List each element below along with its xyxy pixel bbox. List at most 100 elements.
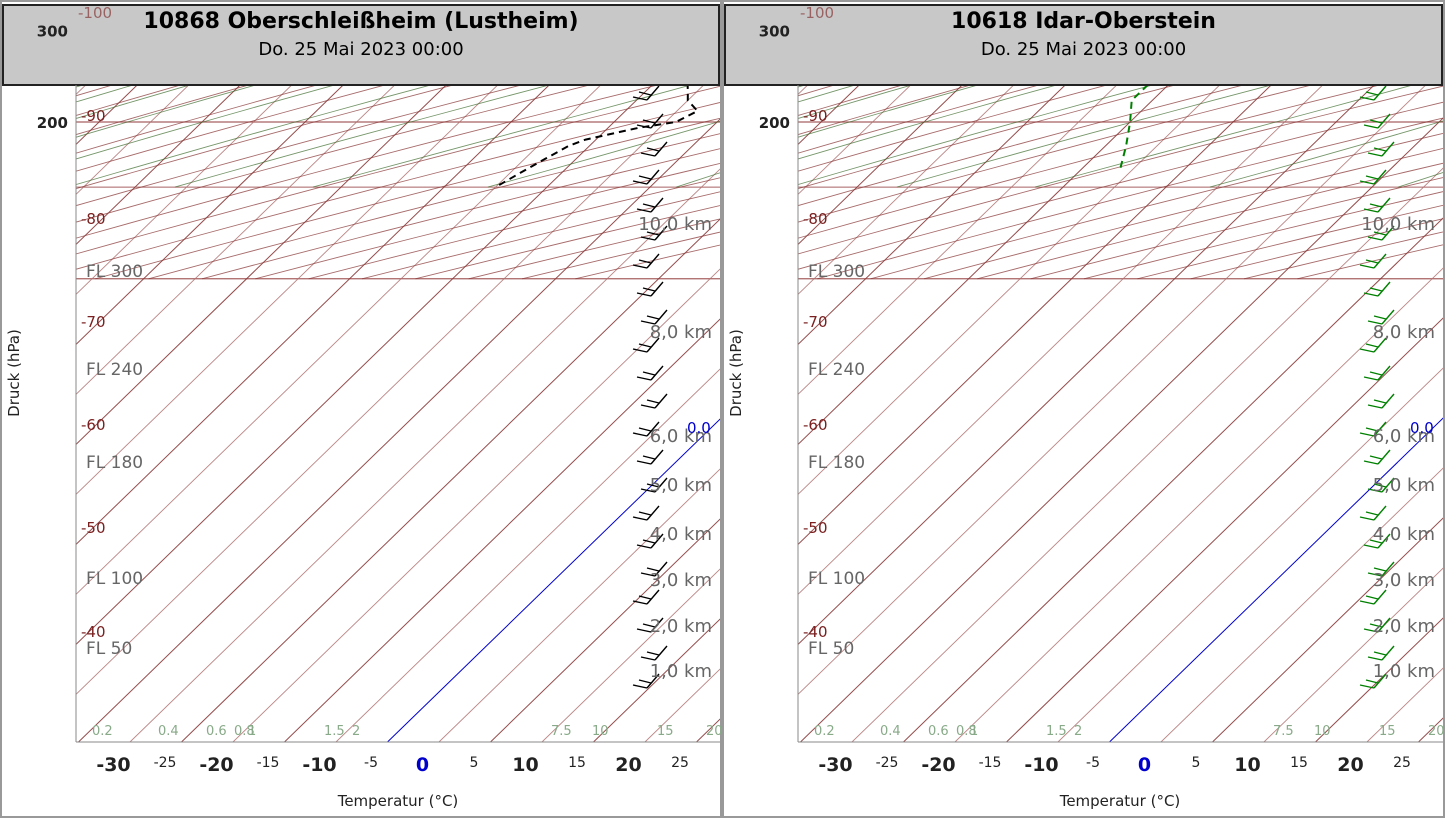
temperature-tick-label: -30 xyxy=(96,754,130,776)
wind-barb-flag xyxy=(1365,343,1379,348)
wind-barb-flag xyxy=(1359,684,1375,689)
wind-barb-staff xyxy=(1373,253,1387,269)
height-label: 3,0 km xyxy=(650,570,712,591)
height-label: 8,0 km xyxy=(650,322,712,343)
isotherm-label: -90 xyxy=(803,107,828,125)
mixing-ratio-label: 10 xyxy=(1314,724,1331,739)
wind-barb-staff xyxy=(1381,225,1395,241)
wind-barb-flag xyxy=(640,152,656,157)
wind-barb-flag xyxy=(632,264,648,269)
wind-barb-flag xyxy=(638,511,652,516)
isotherm-line xyxy=(798,85,1169,446)
wind-barb-staff xyxy=(650,113,664,129)
isotherm-label: -100 xyxy=(78,4,112,22)
wind-barb-flag xyxy=(1367,404,1383,409)
wind-barb-staff xyxy=(1373,337,1387,353)
wind-barb-flag xyxy=(1365,427,1379,432)
mixing-ratio-label: 1 xyxy=(970,724,978,739)
y-axis-title: Druck (hPa) xyxy=(5,329,23,417)
temperature-tick-label: -15 xyxy=(257,755,280,771)
wind-barb-staff xyxy=(650,197,664,213)
wind-barb-flag xyxy=(640,656,656,661)
wind-barb-flag xyxy=(1373,567,1387,572)
temperature-tick-label: -15 xyxy=(979,755,1002,771)
wind-barb-flag xyxy=(1359,432,1375,437)
wind-barb-flag xyxy=(1373,483,1387,488)
wind-barb-staff xyxy=(1377,113,1391,129)
mixing-ratio-label: 7.5 xyxy=(551,724,572,739)
flight-level-label: FL 240 xyxy=(808,360,865,380)
wind-barb-flag xyxy=(638,175,652,180)
y-axis-title: Druck (hPa) xyxy=(727,329,745,417)
wind-barb-flag xyxy=(642,539,656,544)
isotherm-line xyxy=(76,85,447,446)
wind-barb-flag xyxy=(1373,651,1387,656)
mixing-ratio-label: 0.4 xyxy=(880,724,901,739)
wind-barb-flag xyxy=(1359,348,1375,353)
panel-frame xyxy=(722,0,1445,818)
isotherm-line xyxy=(76,85,344,346)
mixing-ratio-label: 15 xyxy=(1379,724,1396,739)
height-label: 10,0 km xyxy=(1361,214,1435,235)
isotherm-line xyxy=(851,167,1443,742)
wind-barb-flag xyxy=(1359,180,1375,185)
wind-barb-flag xyxy=(636,376,652,381)
wind-barb-staff xyxy=(1381,309,1395,325)
temperature-tick-label: 0 xyxy=(1138,754,1151,776)
wind-barb-staff xyxy=(1373,673,1387,689)
mixing-ratio-label: 0.8 xyxy=(956,724,977,739)
isotherm-line xyxy=(284,318,720,742)
wind-barb-staff xyxy=(1377,197,1391,213)
wind-barb-flag xyxy=(632,96,648,101)
isotherm-line xyxy=(1057,367,1443,742)
wind-barb-staff xyxy=(646,589,660,605)
pressure-tick-label: 300 xyxy=(759,22,790,40)
flight-level-label: FL 50 xyxy=(86,639,132,659)
temperature-tick-label: -10 xyxy=(302,754,336,776)
mixing-ratio-label: 1 xyxy=(248,724,256,739)
chart-title: 10868 Oberschleißheim (Lustheim) xyxy=(143,9,578,34)
isotherm-line xyxy=(1160,467,1443,742)
x-axis-title: Temperatur (°C) xyxy=(337,792,459,810)
wind-barb-staff xyxy=(654,393,668,409)
wind-barb-flag xyxy=(646,315,660,320)
height-label: 10,0 km xyxy=(638,214,712,235)
wind-barb-staff xyxy=(646,505,660,521)
mixing-ratio-label: 15 xyxy=(657,724,674,739)
wind-barb-flag xyxy=(1363,124,1379,129)
isotherm-label: -50 xyxy=(81,519,106,537)
flight-level-label: FL 240 xyxy=(86,360,143,380)
wind-barb-staff xyxy=(654,477,668,493)
wind-barb-staff xyxy=(1381,141,1395,157)
wind-barb-staff xyxy=(1377,281,1391,297)
temperature-tick-label: 5 xyxy=(470,755,479,771)
wind-barb-flag xyxy=(1373,231,1387,236)
isotherm-label: -70 xyxy=(81,313,106,331)
height-label: 1,0 km xyxy=(1373,661,1435,682)
height-label: 8,0 km xyxy=(1373,322,1435,343)
wind-barb-flag xyxy=(632,684,648,689)
temperature-tick-label: 20 xyxy=(1337,754,1363,776)
wind-barb-staff xyxy=(646,337,660,353)
wind-barb-staff xyxy=(650,365,664,381)
mixing-ratio-label: 0.2 xyxy=(92,724,113,739)
isotherm-line xyxy=(798,85,1375,646)
plot-area xyxy=(76,85,720,742)
wind-barb-flag xyxy=(642,287,656,292)
temperature-tick-label: -25 xyxy=(154,755,177,771)
wind-barb-staff xyxy=(1381,645,1395,661)
title-box xyxy=(724,4,1443,86)
temperature-tick-label: -5 xyxy=(364,755,378,771)
mixing-ratio-label: 10 xyxy=(592,724,609,739)
wind-barb-staff xyxy=(1373,85,1387,101)
wind-barb-flag xyxy=(1373,399,1387,404)
wind-barb-staff xyxy=(650,533,664,549)
isotherm-line xyxy=(798,85,1066,346)
height-label: 4,0 km xyxy=(650,524,712,545)
wind-barb-flag xyxy=(1367,572,1383,577)
isotherm-label: -100 xyxy=(800,4,834,22)
wind-barb-flag xyxy=(638,343,652,348)
wind-barb-staff xyxy=(646,421,660,437)
wind-barb-flag xyxy=(1363,628,1379,633)
